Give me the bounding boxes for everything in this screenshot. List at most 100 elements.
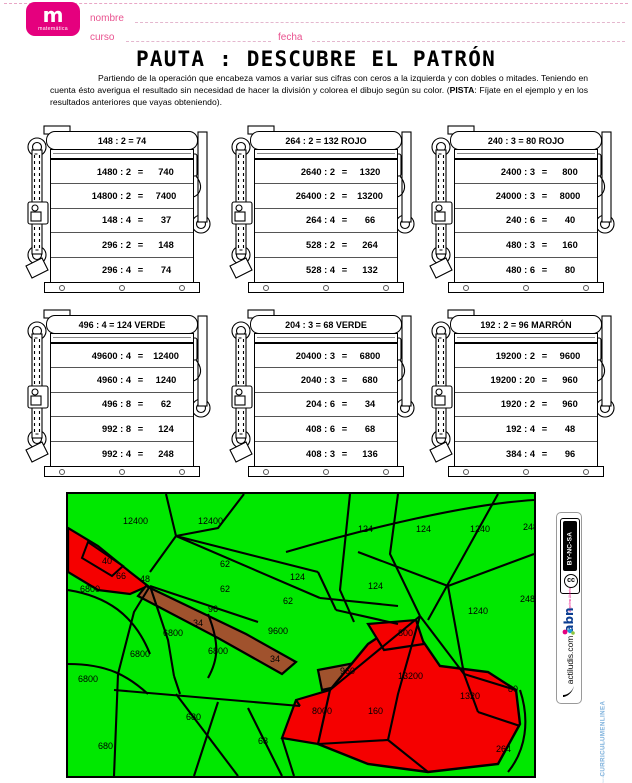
picture-label: 34 [270,654,280,664]
cc-circle-icon: cc [564,574,578,588]
instructions-line-2: con dobles o mitades. Teniendo en cuenta… [50,73,588,96]
region-red-40[interactable] [80,540,125,578]
equals-sign: = [137,239,144,250]
expression: 2040 : 3 [300,375,335,386]
equals-sign: = [541,191,548,202]
expression: 480 : 6 [506,264,535,275]
machine-2-row-5[interactable]: 528 : 4 = 132 [255,258,397,282]
machine-3-row-3[interactable]: 240 : 6 = 40 [455,209,597,234]
name-label: nombre [90,13,124,24]
machine-4-row-5[interactable]: 992 : 4 = 248 [51,442,193,466]
picture-label: 12400 [123,516,148,526]
expression: 992 : 4 [102,448,131,459]
machine-2-row-1[interactable]: 2640 : 2 = 1320 [255,160,397,185]
region-brown-beak[interactable] [136,584,298,676]
expression: 204 : 6 [306,399,335,410]
name-input-line[interactable] [135,22,625,23]
result: 74 [160,264,172,275]
result: 124 [158,423,174,434]
picture-label: 124 [290,572,305,582]
result: 12400 [153,350,179,361]
result: 960 [562,399,578,410]
result: 160 [562,239,578,250]
instructions-line-5: vayas obteniendo). [149,97,222,108]
picture-label: 124 [358,524,373,534]
machine-6-row-3[interactable]: 1920 : 2 = 960 [455,393,597,418]
machine-6-row-5[interactable]: 384 : 4 = 96 [455,442,597,466]
equals-sign: = [137,215,144,226]
machine-3-row-4[interactable]: 480 : 3 = 160 [455,233,597,258]
machine-6-row-4[interactable]: 192 : 4 = 48 [455,417,597,442]
expression: 24000 : 3 [495,191,535,202]
course-input-line[interactable] [126,41,271,42]
picture-label: 62 [283,596,293,606]
picture-label: 40 [102,556,112,566]
equals-sign: = [137,448,144,459]
expression: 240 : 6 [506,215,535,226]
machine-5-row-5[interactable]: 408 : 3 = 136 [255,442,397,466]
equals-sign: = [341,448,348,459]
actiludis-swoosh-icon [563,686,574,697]
machine-2-row-3[interactable]: 264 : 4 = 66 [255,209,397,234]
machine-5-row-2[interactable]: 2040 : 3 = 680 [255,368,397,393]
equals-sign: = [137,350,144,361]
picture-label: 62 [220,559,230,569]
expression: 19200 : 2 [495,350,535,361]
machine-6-header: 192 : 2 = 96 MARRÓN [450,315,602,334]
equals-sign: = [541,375,548,386]
equals-sign: = [541,215,548,226]
machine-3-row-5[interactable]: 480 : 6 = 80 [455,258,597,282]
equals-sign: = [137,191,144,202]
machine-4-row-2[interactable]: 4960 : 4 = 1240 [51,368,193,393]
machine-4-row-4[interactable]: 992 : 8 = 124 [51,417,193,442]
machine-5-row-3[interactable]: 204 : 6 = 34 [255,393,397,418]
license-sidebar: BY-NC-SA cc Algoritmo Abierto abn actilu… [556,512,582,704]
machine-5-row-4[interactable]: 408 : 6 = 68 [255,417,397,442]
machine-2-header: 264 : 2 = 132 ROJO [250,131,402,150]
result: 34 [364,399,376,410]
expression: 408 : 6 [306,423,335,434]
curriculum-watermark: CURRICULUMENLINEA recursos para el apren… [596,692,610,783]
machine-2: 264 : 2 = 132 ROJO 2640 : 2 = 1320 26400… [224,124,420,294]
expression: 408 : 3 [306,448,335,459]
machine-6-base [448,466,604,477]
machine-3-row-1[interactable]: 2400 : 3 = 800 [455,160,597,185]
machine-4-row-3[interactable]: 496 : 8 = 62 [51,393,193,418]
machine-1-row-4[interactable]: 296 : 2 = 148 [51,233,193,258]
equals-sign: = [137,399,144,410]
machine-3: 240 : 3 = 80 ROJO 2400 : 3 = 800 24000 :… [424,124,620,294]
equals-sign: = [541,264,548,275]
picture-label: 1240 [468,606,488,616]
machine-1-row-5[interactable]: 296 : 4 = 74 [51,258,193,282]
equals-sign: = [541,239,548,250]
expression: 14800 : 2 [91,191,131,202]
expression: 296 : 4 [102,264,131,275]
header-top-rule [4,3,628,4]
result: 248 [158,448,174,459]
picture-label: 6800 [78,674,98,684]
date-input-line[interactable] [312,41,625,42]
equals-sign: = [541,399,548,410]
machine-1-row-3[interactable]: 148 : 4 = 37 [51,209,193,234]
coloring-picture[interactable]: 12400 12400 124 124 1240 248 40 66 48 62 124 124 680… [66,492,536,778]
watermark-subtext: recursos para el aprendizaje [601,739,605,783]
picture-label: 124 [368,581,383,591]
instructions-line-3: división y colorea el dibujo según su co… [281,85,450,96]
expression: 1920 : 2 [500,399,535,410]
machine-1-row-1[interactable]: 1480 : 2 = 740 [51,160,193,185]
machine-3-row-2[interactable]: 24000 : 3 = 8000 [455,184,597,209]
cc-badge[interactable]: BY-NC-SA cc [560,518,580,594]
machine-2-row-2[interactable]: 26400 : 2 = 13200 [255,184,397,209]
machine-6-row-1[interactable]: 19200 : 2 = 9600 [455,344,597,369]
machine-5-row-1[interactable]: 20400 : 3 = 6800 [255,344,397,369]
machine-2-row-4[interactable]: 528 : 2 = 264 [255,233,397,258]
picture-label: 680 [98,741,113,751]
machine-4-row-1[interactable]: 49600 : 4 = 12400 [51,344,193,369]
machine-1-row-2[interactable]: 14800 : 2 = 7400 [51,184,193,209]
machine-6-row-2[interactable]: 19200 : 20 = 960 [455,368,597,393]
instructions: Partiendo de la operación que encabeza v… [50,72,588,109]
machine-5-header: 204 : 3 = 68 VERDE [250,315,402,334]
machine-2-rail [254,149,398,159]
expression: 148 : 4 [102,215,131,226]
equals-sign: = [137,264,144,275]
